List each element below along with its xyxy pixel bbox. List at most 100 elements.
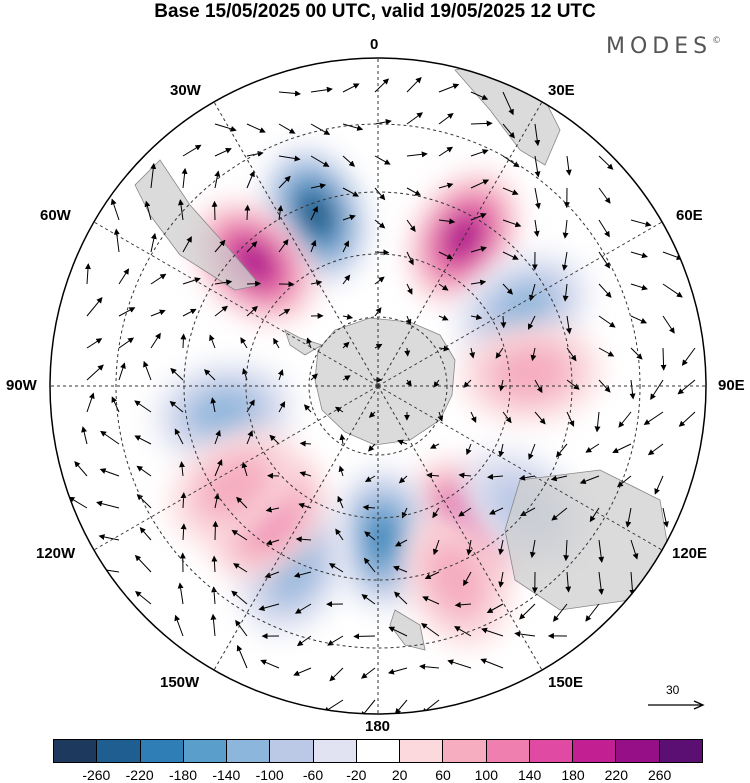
wind-vector bbox=[438, 83, 460, 93]
wind-vector bbox=[487, 473, 504, 480]
wind-vector bbox=[502, 283, 513, 295]
wind-vector bbox=[502, 219, 522, 228]
wind-vector bbox=[363, 557, 376, 573]
south-america-landmass bbox=[134, 159, 261, 291]
wind-vector bbox=[342, 214, 356, 221]
wind-vector bbox=[519, 474, 536, 481]
wind-vector bbox=[246, 305, 258, 317]
meridian-line bbox=[377, 385, 543, 671]
wind-vector bbox=[342, 274, 351, 285]
wind-vector bbox=[329, 667, 344, 682]
wind-vector bbox=[420, 623, 440, 637]
wind-vector bbox=[310, 373, 318, 381]
wind-vector bbox=[294, 603, 312, 614]
colorbar-segment bbox=[616, 740, 660, 762]
lon-label-90e: 90E bbox=[718, 377, 745, 394]
wind-vector bbox=[278, 401, 286, 413]
wind-vector bbox=[404, 347, 411, 357]
wind-vector bbox=[630, 347, 643, 360]
wind-vector bbox=[86, 392, 95, 413]
wind-vector bbox=[388, 626, 408, 637]
wind-vector bbox=[563, 539, 570, 562]
wind-vector bbox=[432, 507, 440, 519]
wind-vector bbox=[303, 404, 312, 413]
wind-vector bbox=[432, 539, 440, 556]
lon-label-120e: 120E bbox=[672, 545, 708, 562]
wind-vector bbox=[630, 539, 639, 560]
wind-vector bbox=[214, 123, 237, 132]
meridian-line bbox=[93, 385, 379, 551]
wind-vector bbox=[374, 276, 385, 285]
wind-vector bbox=[181, 167, 188, 189]
wind-vector bbox=[364, 531, 376, 541]
wind-vector bbox=[551, 507, 568, 521]
wind-vector bbox=[353, 633, 376, 640]
wind-vector bbox=[394, 699, 408, 714]
colorbar-segment bbox=[270, 740, 314, 762]
wind-vector bbox=[211, 555, 218, 573]
wind-vector bbox=[374, 118, 392, 125]
wind-vector bbox=[454, 626, 472, 637]
wind-vector bbox=[585, 603, 600, 622]
wind-vector bbox=[310, 279, 323, 286]
wind-vector bbox=[374, 343, 383, 350]
wind-vector bbox=[233, 563, 248, 573]
colorbar-tick-label: 180 bbox=[561, 767, 585, 783]
wind-vector bbox=[310, 123, 331, 135]
wind-vector bbox=[118, 268, 130, 285]
wind-vector bbox=[214, 239, 226, 253]
wind-vector bbox=[519, 603, 536, 620]
wind-vector bbox=[212, 520, 219, 541]
wind-vector bbox=[374, 155, 391, 165]
colorbar-tick-label: 60 bbox=[435, 767, 451, 783]
wind-vector bbox=[429, 443, 440, 449]
anomaly-center bbox=[460, 323, 601, 422]
wind-vector bbox=[327, 635, 344, 646]
wind-vector bbox=[86, 364, 104, 381]
wind-vector bbox=[338, 465, 345, 477]
wind-vector bbox=[463, 571, 472, 587]
wind-vector bbox=[438, 146, 454, 157]
wind-vector bbox=[565, 315, 572, 335]
colorbar-tick-label: -180 bbox=[168, 767, 198, 783]
wind-vector bbox=[342, 375, 351, 381]
lon-label-0: 0 bbox=[370, 36, 379, 53]
wind-vector bbox=[298, 502, 312, 509]
wind-vector bbox=[458, 472, 472, 479]
wind-vector bbox=[299, 440, 312, 447]
wind-vector bbox=[182, 236, 192, 253]
wind-vector bbox=[528, 315, 536, 330]
wind-vector bbox=[598, 315, 616, 328]
brand-logo: MODES© bbox=[606, 34, 721, 59]
colorbar-segment bbox=[97, 740, 141, 762]
wind-vector bbox=[306, 337, 313, 349]
colorbar-tick-label: 140 bbox=[517, 767, 542, 783]
wind-vector bbox=[489, 507, 504, 515]
wind-vector bbox=[213, 493, 220, 509]
wind-vector bbox=[454, 601, 472, 608]
wind-vector bbox=[293, 571, 312, 578]
wind-vector bbox=[86, 297, 103, 317]
wind-vector bbox=[502, 251, 519, 260]
wind-vector bbox=[662, 315, 675, 334]
wind-vector bbox=[470, 91, 489, 100]
wind-vector bbox=[534, 379, 543, 394]
wind-vector bbox=[362, 504, 376, 511]
wind-vector bbox=[643, 411, 664, 425]
wind-vector bbox=[647, 443, 664, 456]
wind-vector bbox=[566, 411, 575, 427]
wind-vector bbox=[498, 539, 505, 556]
wind-vector bbox=[342, 313, 354, 320]
wind-vector bbox=[629, 379, 636, 400]
wind-vector bbox=[422, 596, 440, 605]
wind-vector bbox=[139, 527, 152, 541]
wind-vector bbox=[214, 459, 223, 477]
wind-vector bbox=[335, 528, 344, 541]
wind-vector bbox=[110, 198, 120, 221]
wind-vector bbox=[394, 539, 408, 547]
colorbar-tick-label: -100 bbox=[255, 767, 284, 783]
wind-vector bbox=[241, 461, 248, 477]
wind-vector bbox=[265, 539, 280, 546]
wind-vector bbox=[342, 187, 359, 197]
wind-vector bbox=[136, 494, 152, 509]
